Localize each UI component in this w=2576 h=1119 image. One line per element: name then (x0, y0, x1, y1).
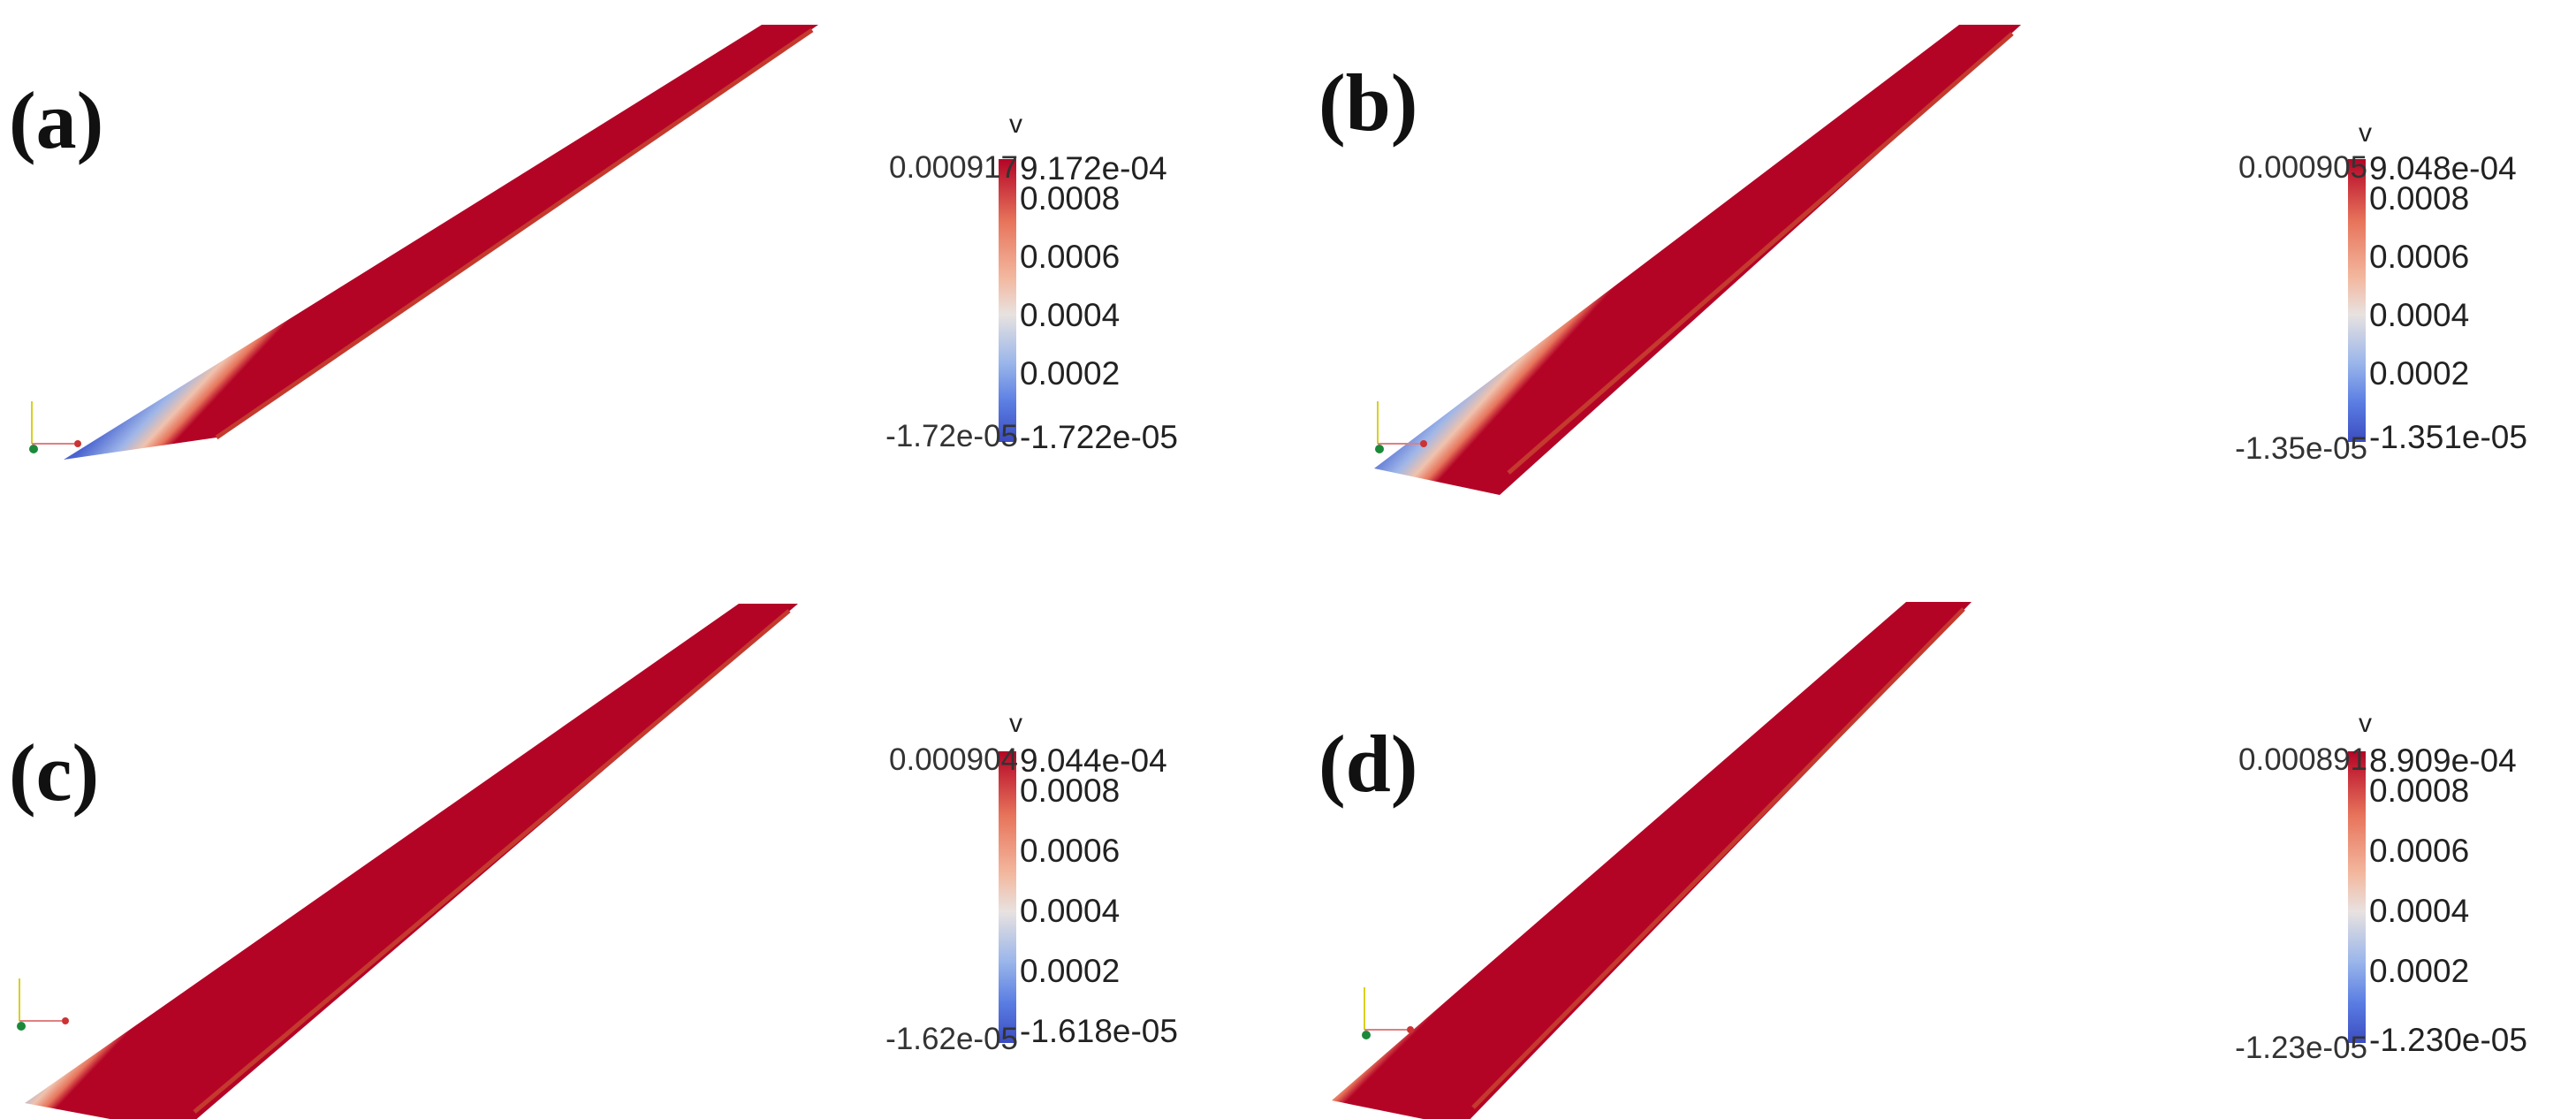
axes-orientation-icon (29, 401, 81, 453)
beam-edge (193, 609, 791, 1114)
legend-max-value: 8.909e-04 (2369, 742, 2517, 779)
color-scale-bar (999, 751, 1016, 1043)
axes-orientation-icon (17, 978, 69, 1031)
legend-tick: 0.0004 (2369, 297, 2470, 333)
legend-tick: 0.0008 (2369, 773, 2470, 809)
legend-min-value: -1.351e-05 (2369, 419, 2527, 455)
axes-orientation-icon (1375, 401, 1427, 453)
beam-surface (1332, 602, 1972, 1119)
legend-title: v (1009, 709, 1022, 738)
legend-tick: 0.0002 (1020, 355, 1121, 392)
legend-title: v (2359, 118, 2372, 148)
beam-edge (1471, 607, 1965, 1109)
legend-min-value: -1.618e-05 (1020, 1013, 1178, 1049)
panel-d: (d) v 0.000891 (1288, 560, 2575, 1119)
panel-label: (d) (1318, 719, 1418, 809)
legend-range-min: -1.72e-05 (885, 419, 1018, 453)
legend-range-max: 0.000904 (889, 742, 1018, 777)
panel-label: (a) (9, 75, 104, 165)
legend-tick: 0.0002 (1020, 953, 1121, 989)
legend-tick: 0.0008 (1020, 773, 1121, 809)
panel-label: (b) (1318, 57, 1418, 148)
beam-surface (64, 25, 818, 460)
legend-max-value: 9.172e-04 (1020, 150, 1167, 186)
legend-range-min: -1.62e-05 (885, 1022, 1018, 1056)
beam-surface (25, 604, 798, 1119)
beam-edge (215, 27, 814, 440)
color-scale-bar (2348, 159, 2366, 442)
panel-a: (a) v 0.000917 (0, 0, 1288, 560)
beam-contour-plot (25, 604, 798, 1119)
panel-label: (c) (9, 727, 100, 818)
legend-range-max: 0.000905 (2238, 150, 2367, 185)
legend-range-max: 0.000917 (889, 150, 1018, 185)
legend-tick: 0.0006 (2369, 833, 2470, 869)
legend-tick: 0.0004 (2369, 893, 2470, 929)
legend-range-min: -1.23e-05 (2235, 1031, 2367, 1065)
legend-range-max: 0.000891 (2238, 742, 2367, 777)
beam-contour-plot (64, 25, 818, 460)
legend-title: v (2359, 709, 2372, 738)
legend-tick: 0.0008 (1020, 180, 1121, 217)
color-legend: v 0.000917 9.172e-04 0.0008 0.0006 0.000… (885, 110, 1423, 468)
color-legend: v 0.000904 9.044e-04 0.0008 0.0006 0.000… (885, 709, 1423, 1068)
legend-max-value: 9.048e-04 (2369, 150, 2517, 186)
legend-max-value: 9.044e-04 (1020, 742, 1167, 779)
legend-range-min: -1.35e-05 (2235, 431, 2367, 466)
color-legend: v 0.000905 9.048e-04 0.0008 0.0006 0.000… (2235, 118, 2576, 477)
legend-tick: 0.0008 (2369, 180, 2470, 217)
legend-min-value: -1.230e-05 (2369, 1022, 2527, 1058)
legend-tick: 0.0006 (1020, 833, 1121, 869)
legend-tick: 0.0004 (1020, 297, 1121, 333)
legend-tick: 0.0002 (2369, 953, 2470, 989)
legend-min-value: -1.722e-05 (1020, 419, 1178, 455)
beam-contour-plot (1332, 602, 1972, 1119)
beam-surface (1374, 25, 2021, 495)
legend-tick: 0.0006 (1020, 239, 1121, 275)
color-scale-bar (999, 159, 1016, 442)
panel-c: (c) v 0.000904 (0, 560, 1288, 1119)
legend-tick: 0.0006 (2369, 239, 2470, 275)
legend-tick: 0.0004 (1020, 893, 1121, 929)
color-scale-bar (2348, 751, 2366, 1043)
beam-contour-plot (1374, 25, 2021, 495)
beam-edge (1507, 32, 2014, 475)
axes-orientation-icon (1362, 987, 1414, 1039)
legend-title: v (1009, 110, 1022, 139)
color-legend: v 0.000891 8.909e-04 0.0008 0.0006 0.000… (2235, 709, 2576, 1068)
legend-tick: 0.0002 (2369, 355, 2470, 392)
panel-b: (b) v 0.000905 (1288, 0, 2575, 560)
